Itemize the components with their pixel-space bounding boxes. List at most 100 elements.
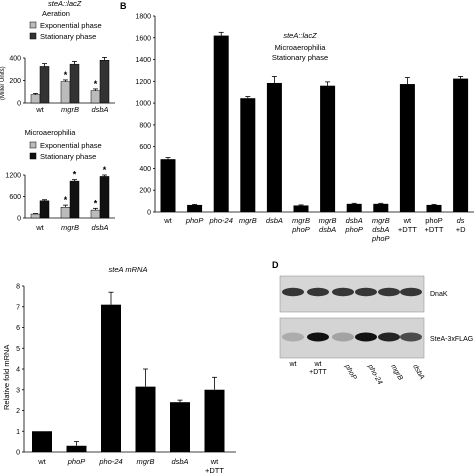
bar xyxy=(39,200,50,219)
significance-star: * xyxy=(103,165,107,175)
y-tick-label: 200 xyxy=(9,78,21,85)
blot-band xyxy=(378,287,400,297)
blot-band xyxy=(332,287,354,297)
lane-label: pho-24 xyxy=(366,363,384,386)
bar xyxy=(240,98,256,212)
lane-label: phoP xyxy=(343,363,358,382)
x-tick-label: phoP xyxy=(185,216,204,225)
legend-swatch xyxy=(29,32,37,40)
y-tick-label: 600 xyxy=(9,194,21,201)
x-tick-label: pho-24 xyxy=(209,216,233,225)
bar xyxy=(30,94,41,104)
y-tick-label: 7 xyxy=(16,304,20,311)
bar xyxy=(30,213,41,219)
y-tick-label: 5 xyxy=(16,346,20,353)
panel-letter-d: D xyxy=(272,260,279,270)
blot-band xyxy=(282,287,304,297)
x-tick-label: dsbA xyxy=(91,105,108,114)
legend-label: Exponential phase xyxy=(40,21,102,30)
blot-band xyxy=(355,287,377,297)
y-axis-label: (Miller Units) xyxy=(0,66,6,100)
chart-title: steA mRNA xyxy=(109,265,148,274)
bar xyxy=(32,431,52,452)
blot-band xyxy=(355,332,377,342)
x-tick-label: wt xyxy=(403,216,412,225)
bar xyxy=(170,402,190,452)
x-tick-label: phoP xyxy=(344,225,363,234)
bar xyxy=(320,85,336,212)
blot-band xyxy=(307,332,329,342)
chart-subtitle: Aeration xyxy=(42,9,70,18)
x-tick-label: dsbA xyxy=(266,216,283,225)
lane-label: mgrB xyxy=(389,364,404,382)
legend-label: Exponential phase xyxy=(40,141,102,150)
blot-band xyxy=(332,332,354,342)
y-tick-label: 0 xyxy=(147,210,151,217)
x-tick-label: phoP xyxy=(291,225,310,234)
blot-band xyxy=(282,332,304,342)
lane-label: +DTT xyxy=(309,369,327,376)
bar xyxy=(69,180,80,219)
x-tick-label: wt xyxy=(37,457,46,466)
bar xyxy=(204,389,225,452)
x-tick-label: ds xyxy=(457,216,465,225)
chart-title: steA::lacZ xyxy=(48,0,82,8)
y-tick-label: 1000 xyxy=(135,101,151,108)
bar xyxy=(187,204,203,212)
x-tick-label: wt xyxy=(35,223,44,232)
significance-star: * xyxy=(64,70,68,80)
chart-subtitle: Microaerophilia xyxy=(275,43,327,52)
y-tick-label: 4 xyxy=(16,367,20,374)
lane-label: wt xyxy=(314,361,322,368)
legend-label: Stationary phase xyxy=(40,32,96,41)
bar xyxy=(160,159,176,212)
x-tick-label: dsbA xyxy=(372,225,389,234)
x-tick-label: mgrB xyxy=(137,457,155,466)
x-tick-label: wt xyxy=(35,105,44,114)
lane-label: wt xyxy=(289,361,297,368)
bar xyxy=(90,209,101,219)
lane-label: dsbA xyxy=(411,364,425,382)
x-tick-label: phoP xyxy=(425,216,443,225)
y-tick-label: 1200 xyxy=(5,173,21,180)
x-tick-label: +DTT xyxy=(425,225,444,234)
legend-swatch xyxy=(29,141,37,149)
bar xyxy=(60,81,71,104)
y-tick-label: 0 xyxy=(16,450,20,457)
x-tick-label: mgrB xyxy=(319,216,337,225)
blot-band xyxy=(307,287,329,297)
bar xyxy=(426,204,442,212)
panel-letter-b: B xyxy=(120,1,127,11)
x-tick-label: mgrB xyxy=(61,105,79,114)
bar xyxy=(90,90,101,104)
x-tick-label: dsbA xyxy=(91,223,108,232)
x-tick-label: mgrB xyxy=(372,216,390,225)
legend-swatch xyxy=(29,152,37,160)
bar xyxy=(99,60,110,104)
bar xyxy=(69,63,80,104)
bar xyxy=(373,203,389,212)
bar xyxy=(213,35,229,212)
bar xyxy=(399,84,415,212)
y-tick-label: 800 xyxy=(139,122,151,129)
y-tick-label: 1800 xyxy=(135,14,151,21)
bar xyxy=(66,445,87,452)
band-label: DnaK xyxy=(430,291,448,298)
x-tick-label: phoP xyxy=(67,457,86,466)
blot-membrane-stea xyxy=(279,317,425,359)
bar xyxy=(99,176,110,219)
legend-label: Stationary phase xyxy=(40,152,96,161)
bar xyxy=(293,205,309,212)
significance-star: * xyxy=(64,195,68,205)
chart-subtitle: Microaerophilia xyxy=(25,128,77,137)
x-tick-label: dsbA xyxy=(171,457,188,466)
blot-band xyxy=(400,287,422,297)
y-tick-label: 3 xyxy=(16,387,20,394)
y-tick-label: 1200 xyxy=(135,79,151,86)
band-label: SteA-3xFLAG xyxy=(430,336,473,343)
x-tick-label: mgrB xyxy=(239,216,257,225)
y-tick-label: 200 xyxy=(139,188,151,195)
y-tick-label: 400 xyxy=(139,166,151,173)
y-tick-label: 2 xyxy=(16,408,20,415)
